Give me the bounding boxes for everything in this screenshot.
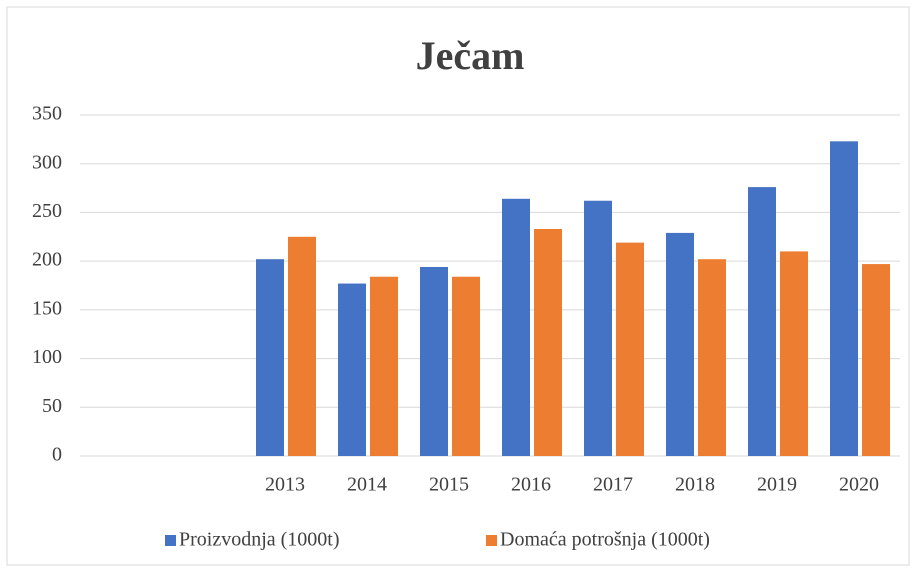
bar: [256, 259, 284, 456]
x-tick-label: 2014: [347, 474, 387, 496]
bar: [780, 251, 808, 456]
y-tick-label: 250: [32, 200, 62, 222]
bar: [420, 266, 448, 456]
bar: [288, 236, 316, 456]
x-tick-label: 2017: [593, 474, 633, 496]
x-tick-label: 2020: [839, 474, 879, 496]
y-tick-label: 200: [32, 249, 62, 271]
legend-swatch: [165, 535, 176, 546]
bar: [748, 187, 776, 456]
bar: [370, 276, 398, 456]
y-tick-label: 300: [32, 151, 62, 173]
bar: [584, 200, 612, 456]
y-tick-label: 0: [52, 444, 62, 466]
bar: [830, 141, 858, 456]
y-tick-label: 50: [42, 395, 62, 417]
bar: [534, 228, 562, 456]
chart-title: Ječam: [416, 33, 525, 78]
x-tick-label: 2015: [429, 474, 469, 496]
legend-swatch: [486, 535, 497, 546]
x-tick-label: 2016: [511, 474, 551, 496]
x-tick-label: 2018: [675, 474, 715, 496]
legend-label: Proizvodnja (1000t): [179, 529, 340, 551]
x-tick-label: 2019: [757, 474, 797, 496]
bar: [452, 276, 480, 456]
bar: [502, 198, 530, 456]
bar: [666, 232, 694, 456]
bar: [862, 264, 890, 456]
bar: [698, 259, 726, 456]
x-tick-label: 2013: [265, 474, 305, 496]
bar: [616, 242, 644, 456]
y-tick-label: 150: [32, 297, 62, 319]
legend-label: Domaća potrošnja (1000t): [500, 529, 710, 551]
y-tick-label: 350: [32, 103, 62, 125]
bar: [338, 283, 366, 456]
y-tick-label: 100: [32, 346, 62, 368]
